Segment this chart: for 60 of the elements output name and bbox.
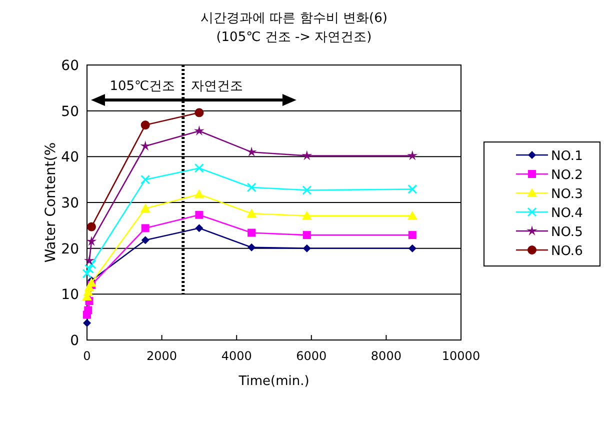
- x-tick-label: 6000: [296, 349, 327, 363]
- point: [246, 182, 256, 192]
- point: [140, 120, 150, 130]
- point: [246, 208, 257, 218]
- legend-label: NO.5: [551, 225, 583, 240]
- point: [84, 255, 94, 266]
- y-tick-label: 40: [61, 150, 79, 166]
- point: [140, 174, 150, 184]
- chart-title: 시간경과에 따른 함수비 변화(6): [200, 11, 388, 26]
- point: [141, 236, 150, 244]
- x-tick-label: 4000: [221, 349, 252, 363]
- y-axis-title: Water Content(%: [43, 142, 59, 263]
- point: [194, 189, 204, 198]
- point: [86, 236, 97, 246]
- point: [408, 184, 418, 194]
- point: [407, 150, 418, 160]
- point: [302, 150, 312, 160]
- point: [141, 224, 150, 232]
- chart-subtitle: (105℃ 건조 -> 자연건조): [216, 30, 372, 45]
- point: [86, 278, 96, 287]
- point: [86, 260, 96, 270]
- point: [302, 244, 311, 252]
- point: [248, 228, 256, 237]
- point: [86, 222, 96, 232]
- x-axis-title: Time(min.): [238, 374, 310, 389]
- x-tick-label: 2000: [146, 349, 178, 363]
- x-tick-label: 0: [83, 349, 91, 363]
- legend-label: NO.3: [551, 187, 583, 202]
- legend-label: NO.4: [551, 206, 583, 221]
- point: [302, 231, 311, 240]
- point: [195, 210, 204, 219]
- point: [246, 146, 257, 157]
- x-tick-label: 8000: [370, 349, 402, 363]
- y-tick-label: 50: [61, 104, 79, 120]
- y-tick-label: 10: [61, 287, 79, 304]
- point: [194, 126, 204, 136]
- point: [194, 163, 204, 173]
- y-tick-label: 20: [61, 241, 79, 258]
- point: [302, 210, 312, 220]
- point: [140, 203, 150, 212]
- legend-label: NO.6: [551, 244, 583, 259]
- x-tick-label: 10000: [442, 349, 480, 363]
- legend-label: NO.2: [551, 168, 583, 183]
- point: [84, 306, 92, 314]
- point: [194, 108, 204, 118]
- y-tick-label: 0: [70, 333, 79, 349]
- point: [83, 319, 91, 328]
- point: [195, 224, 204, 232]
- point: [302, 185, 312, 195]
- y-tick-label: 30: [61, 196, 79, 212]
- point: [140, 140, 151, 151]
- point: [248, 243, 256, 252]
- y-tick-label: 60: [61, 58, 79, 74]
- legend-label: NO.1: [551, 149, 583, 164]
- annotation: 105℃건조: [110, 79, 176, 94]
- point: [407, 210, 418, 220]
- point: [408, 231, 416, 240]
- point: [82, 268, 92, 278]
- point: [408, 244, 416, 252]
- annotation: 자연건조: [191, 79, 244, 94]
